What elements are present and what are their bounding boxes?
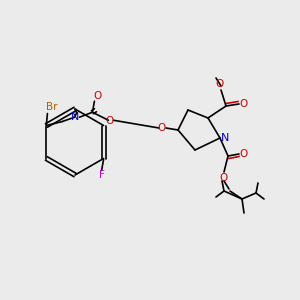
Text: Br: Br bbox=[46, 103, 57, 112]
Text: O: O bbox=[105, 116, 113, 126]
Text: N: N bbox=[221, 133, 229, 143]
Text: O: O bbox=[158, 123, 166, 133]
Text: F: F bbox=[99, 169, 104, 179]
Text: O: O bbox=[220, 173, 228, 183]
Text: O: O bbox=[240, 99, 248, 109]
Text: O: O bbox=[93, 91, 101, 101]
Text: N: N bbox=[71, 112, 80, 122]
Text: O: O bbox=[240, 149, 248, 159]
Text: O: O bbox=[215, 79, 223, 89]
